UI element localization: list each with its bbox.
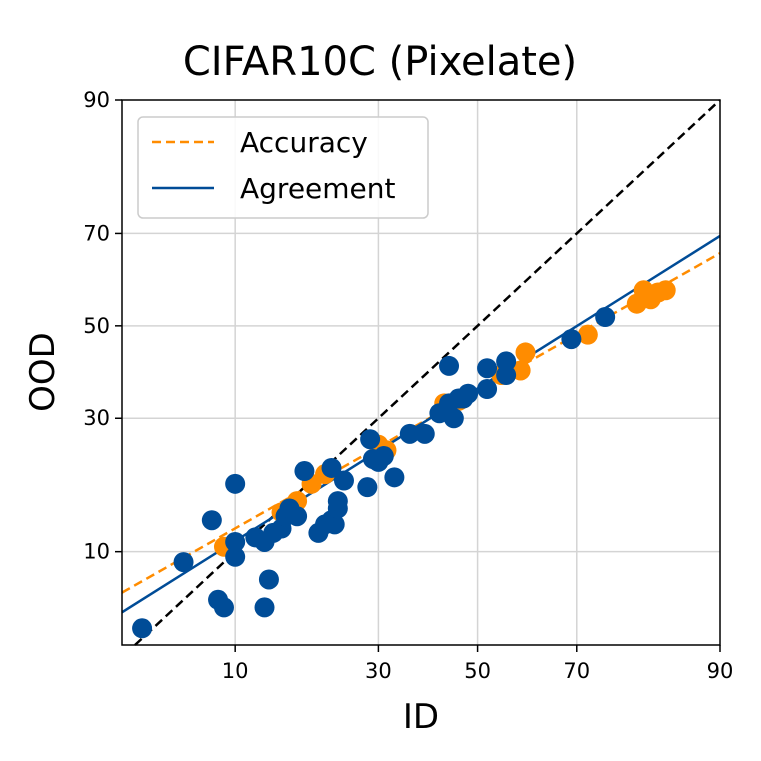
agreement-point — [333, 470, 354, 491]
agreement-point — [201, 510, 222, 531]
agreement-point — [496, 365, 517, 386]
y-ticks: 10 30 50 70 90 — [83, 88, 122, 564]
agreement-point — [213, 597, 234, 618]
agreement-point — [225, 546, 246, 567]
agreement-point — [327, 491, 348, 512]
agreement-point — [477, 378, 498, 399]
agreement-point — [360, 429, 381, 450]
y-tick-label: 10 — [83, 540, 110, 564]
agreement-point — [384, 467, 405, 488]
agreement-point — [443, 408, 464, 429]
agreement-point — [254, 597, 275, 618]
x-tick-label: 30 — [365, 659, 392, 683]
agreement-point — [414, 423, 435, 444]
agreement-point — [294, 461, 315, 482]
plot-frame — [121, 99, 721, 646]
agreement-point — [439, 355, 460, 376]
agreement-point — [225, 473, 246, 494]
x-tick-label: 10 — [222, 659, 249, 683]
agreement-points — [132, 306, 616, 639]
agreement-point — [399, 423, 420, 444]
accuracy-point — [655, 280, 676, 301]
agreement-point — [258, 569, 279, 590]
agreement-point — [324, 514, 345, 535]
agreement-point — [561, 329, 582, 350]
legend-accuracy-label: Accuracy — [240, 126, 368, 159]
legend-agreement-label: Agreement — [240, 172, 396, 205]
agreement-point — [373, 446, 394, 467]
chart-title: CIFAR10C (Pixelate) — [183, 39, 577, 85]
agreement-point — [173, 552, 194, 573]
legend: Accuracy Agreement — [137, 116, 429, 219]
x-tick-label: 70 — [563, 659, 590, 683]
agreement-point — [477, 358, 498, 379]
y-axis-label: OOD — [23, 332, 63, 412]
y-tick-label: 70 — [83, 221, 110, 245]
x-tick-label: 50 — [464, 659, 491, 683]
agreement-fit-line — [121, 234, 721, 614]
accuracy-point — [577, 324, 598, 345]
agreement-point — [595, 306, 616, 327]
y-tick-label: 30 — [83, 406, 110, 430]
x-axis-label: ID — [403, 697, 439, 737]
x-ticks: 10 30 50 70 90 — [222, 645, 734, 683]
accuracy-point — [515, 342, 536, 363]
y-tick-label: 50 — [83, 314, 110, 338]
agreement-point — [132, 618, 153, 639]
x-tick-label: 90 — [707, 659, 734, 683]
agreement-point — [225, 531, 246, 552]
y-tick-label: 90 — [83, 88, 110, 112]
agreement-point — [458, 383, 479, 404]
agreement-point — [357, 477, 378, 498]
agreement-point — [321, 457, 342, 478]
agreement-point — [287, 506, 308, 527]
fit-lines — [121, 234, 721, 614]
